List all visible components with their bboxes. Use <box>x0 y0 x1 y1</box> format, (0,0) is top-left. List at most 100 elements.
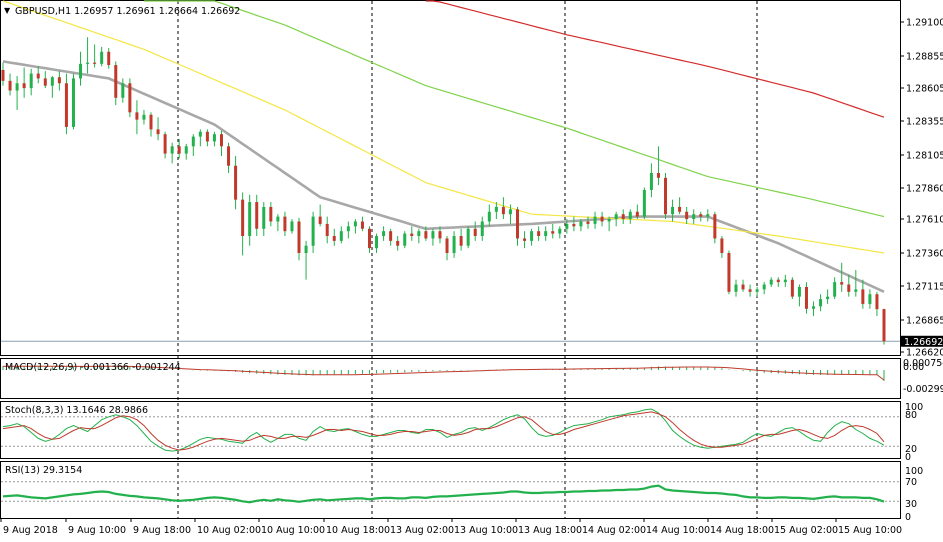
price-tick-label: 1.28855 <box>906 52 943 63</box>
candle-body-up <box>755 289 759 292</box>
macd-indicator <box>2 365 885 381</box>
price-tick-label: 1.28105 <box>906 151 943 162</box>
candle-body-down <box>93 62 97 64</box>
candle-body-up <box>466 228 470 246</box>
candle-body-up <box>15 83 19 91</box>
candle-body-down <box>219 134 223 147</box>
candle-body-down <box>1 69 5 81</box>
price-tick-label: 1.29100 <box>906 18 943 29</box>
candle-body-down <box>283 216 287 232</box>
price-tick-label: 1.27610 <box>906 215 943 226</box>
candle-body-down <box>882 309 886 342</box>
price-tick-label: 1.26620 <box>906 348 943 359</box>
candle-body-down <box>135 112 139 120</box>
rsi-tick-label: 70 <box>905 477 917 488</box>
candle-body-up <box>812 306 816 309</box>
current-price-label: 1.26692 <box>904 337 943 348</box>
candle-body-up <box>403 233 407 246</box>
candle-body-up <box>480 221 484 237</box>
time-tick-label: 15 Aug 02:00 <box>774 525 838 536</box>
candle-body-down <box>241 199 245 237</box>
candle-body-down <box>847 284 851 292</box>
stoch-label: Stoch(8,3,3) 13.1646 28.9866 <box>5 405 148 416</box>
candle-body-up <box>508 209 512 215</box>
candle-body-up <box>797 286 801 297</box>
candle-body-up <box>607 219 611 222</box>
time-tick-label: 13 Aug 10:00 <box>454 525 518 536</box>
rsi-tick-label: 0 <box>905 512 911 523</box>
candle-body-up <box>628 211 632 220</box>
candle-body-down <box>804 286 808 309</box>
candle-body-down <box>635 211 639 217</box>
rsi-panel-frame <box>0 461 901 519</box>
candle-body-down <box>318 216 322 224</box>
candle-body-up <box>142 114 146 120</box>
candle-body-up <box>783 279 787 283</box>
time-tick-label: 13 Aug 02:00 <box>390 525 454 536</box>
chart-menu-arrow-icon[interactable]: ▼ <box>4 6 11 15</box>
moving-average-yellow <box>2 0 885 254</box>
candle-body-up <box>191 136 195 147</box>
candle-body-up <box>79 63 83 79</box>
candle-body-down <box>269 206 273 222</box>
candle-body-down <box>43 78 47 86</box>
candle-body-down <box>748 289 752 292</box>
stochastic-indicator <box>1 408 900 452</box>
rsi-tick-label: 30 <box>905 499 917 510</box>
candle-body-down <box>840 282 844 285</box>
candle-body-down <box>727 253 731 292</box>
candle-body-up <box>248 202 252 237</box>
candle-body-down <box>22 83 26 89</box>
candle-body-up <box>769 279 773 285</box>
candle-body-down <box>551 231 555 234</box>
price-tick-label: 1.28605 <box>906 84 943 95</box>
candle-body-down <box>572 223 576 227</box>
candle-body-up <box>649 172 653 190</box>
price-axis: 1.29100 1.28855 1.28605 1.28355 1.28105 1.278… <box>900 18 943 359</box>
candle-body-up <box>819 299 823 307</box>
candle-body-down <box>36 73 40 79</box>
stoch-signal-line <box>2 411 885 451</box>
candle-body-up <box>346 226 350 232</box>
candle-body-down <box>621 214 625 220</box>
candle-body-down <box>438 231 442 239</box>
time-tick-label: 10 Aug 02:00 <box>197 525 261 536</box>
candle-body-down <box>128 83 132 113</box>
candle-body-down <box>325 223 329 237</box>
time-tick-label: 14 Aug 18:00 <box>710 525 774 536</box>
candle-body-up <box>593 216 597 224</box>
candle-body-down <box>367 228 371 249</box>
candle-body-down <box>64 83 68 127</box>
rsi-label: RSI(13) 29.3154 <box>5 465 82 476</box>
macd-panel-frame <box>0 358 901 399</box>
stoch-tick-label: 100 <box>905 402 923 413</box>
candle-body-up <box>692 214 696 220</box>
candle-body-down <box>445 238 449 254</box>
candle-body-down <box>699 214 703 217</box>
candle-body-down <box>396 240 400 246</box>
candle-body-up <box>452 236 456 254</box>
rsi-tick-label: 100 <box>905 466 923 477</box>
time-tick-label: 10 Aug 10:00 <box>261 525 325 536</box>
stoch-tick-label: 0 <box>905 452 911 463</box>
candle-body-down <box>516 209 520 239</box>
moving-averages <box>2 0 885 293</box>
rsi-line <box>2 484 885 504</box>
candle-body-down <box>523 238 527 241</box>
price-tick-label: 1.27360 <box>906 249 943 260</box>
time-tick-label: 14 Aug 02:00 <box>582 525 646 536</box>
candle-body-up <box>833 282 837 297</box>
candle-body-down <box>205 131 209 142</box>
candle-body-down <box>664 177 668 215</box>
candle-body-up <box>494 206 498 212</box>
candle-body-up <box>579 221 583 227</box>
candle-body-up <box>71 78 75 127</box>
candle-body-up <box>170 146 174 154</box>
candle-body-up <box>417 231 421 237</box>
candle-body-up <box>311 216 315 246</box>
candle-body-up <box>100 51 104 64</box>
candle-body-up <box>826 296 830 300</box>
candle-body-down <box>156 129 160 135</box>
